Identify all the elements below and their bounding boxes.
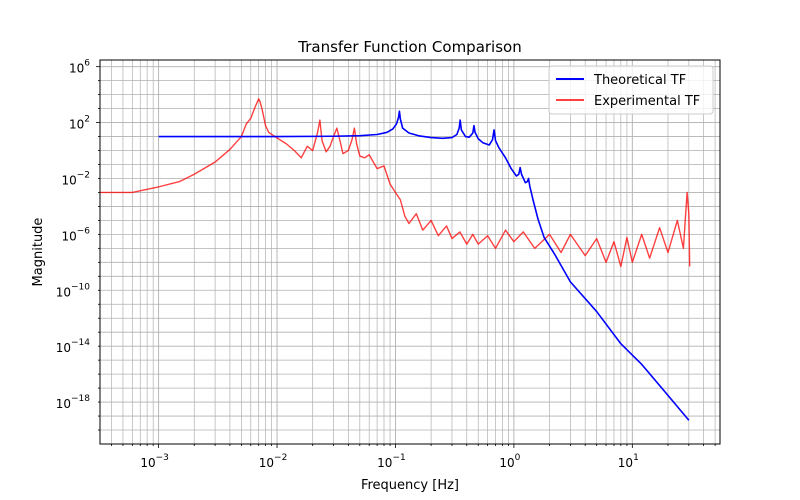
chart-title: Transfer Function Comparison [297, 38, 521, 56]
legend-box [548, 65, 714, 115]
y-tick-label: 102 [69, 115, 90, 132]
series-line-theoretical [158, 110, 690, 421]
y-tick-label: 106 [69, 59, 90, 76]
y-tick-label: 10−10 [56, 282, 91, 299]
legend: Theoretical TF Experimental TF [548, 65, 714, 115]
legend-label-theoretical: Theoretical TF [593, 73, 686, 88]
axes-frame [99, 59, 721, 445]
x-tick-label: 10−1 [377, 453, 406, 470]
axis-ticks: 10−3 10−2 10−1 100 101 106 102 10−2 10−6 10−10 10−… [56, 59, 716, 470]
y-tick-label: 10−18 [56, 394, 91, 411]
legend-label-experimental: Experimental TF [594, 94, 700, 109]
plot-area [100, 98, 691, 421]
x-tick-label: 101 [618, 453, 639, 470]
grid [100, 60, 720, 444]
y-tick-label: 10−14 [56, 338, 91, 355]
y-tick-label: 10−6 [61, 226, 90, 243]
x-tick-label: 10−2 [259, 453, 288, 470]
y-tick-label: 10−2 [61, 170, 90, 187]
x-tick-label: 100 [499, 453, 520, 470]
y-axis-label: Magnitude [31, 218, 46, 287]
series-line-experimental [100, 98, 691, 268]
x-tick-label: 10−3 [140, 453, 169, 470]
x-axis-label: Frequency [Hz] [361, 478, 459, 493]
